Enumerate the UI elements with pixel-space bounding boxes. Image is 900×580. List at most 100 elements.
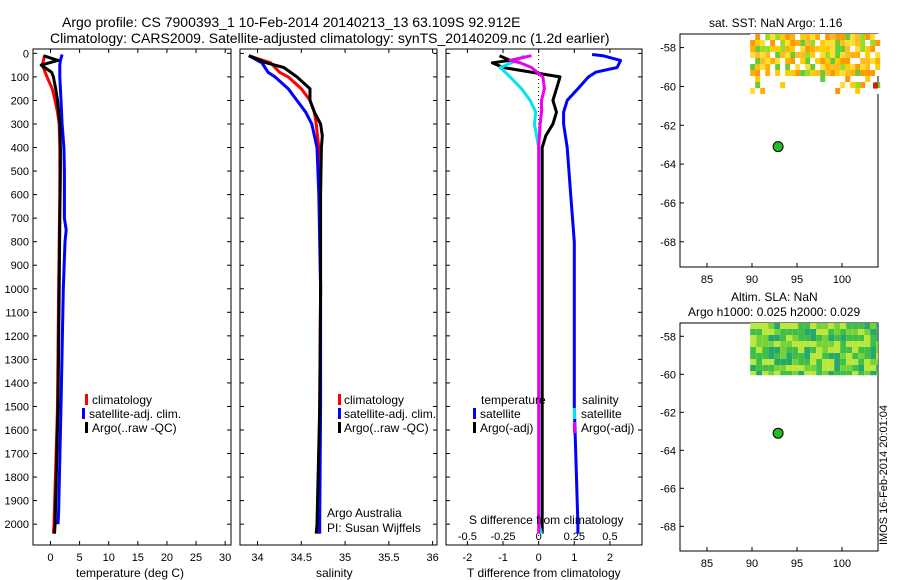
temperature-axes-frame [32,48,232,546]
y-tick-label: -58 [660,331,676,343]
sst-cell [760,52,766,58]
sla-cell [858,359,865,365]
sla-cell [852,371,859,376]
sst-cell [795,52,801,58]
sst-cell [785,64,791,70]
sst-cell [780,70,786,76]
sla-cell [846,371,853,376]
sst-cell [860,70,866,76]
sla-cell [774,365,781,371]
sla-cell [756,323,763,329]
sla-cell [792,341,799,347]
sst-cell [750,40,756,46]
sla-cell [834,371,841,376]
sla-cell [846,323,853,329]
sst-cell [785,70,791,76]
sst-field [750,34,881,94]
sst-cell [795,70,801,76]
sst-cell [800,40,806,46]
sla-cell [804,323,811,329]
sst-cell [840,34,846,40]
y-tick-label: 1200 [5,331,29,343]
sst-cell [870,58,876,64]
sla-cell [768,371,775,376]
sst-cell [805,64,811,70]
argo-line [39,54,62,534]
x-tick-label: 100 [833,274,851,286]
sla-cell [846,329,853,335]
sla-cell [822,335,829,341]
sst-cell [860,46,866,52]
x-tick-label: 34 [251,552,263,564]
sla-cell [798,335,805,341]
sla-cell [750,359,757,365]
sla-cell [840,365,847,371]
sst-cell [780,52,786,58]
x-tick-label: 35.5 [378,552,399,564]
sst-cell [855,82,861,88]
satellite-clim-line [56,54,68,525]
sst-cell [875,88,881,94]
sst-cell [790,70,796,76]
legend-climatology-swatch [338,394,341,405]
sst-cell [840,58,846,64]
sla-cell [786,347,793,353]
sst-cell [770,46,776,52]
sst-cell [790,64,796,70]
legend-argo-swatch [338,422,341,433]
sla-cell [870,371,877,376]
legend-temp-satellite-label: satellite [480,407,521,421]
sla-cell [876,347,878,353]
sst-cell [790,58,796,64]
legend-satellite-swatch [338,408,341,419]
sla-cell [840,359,847,365]
sla-cell [828,371,835,376]
sst-cell [830,52,836,58]
sst-cell [855,70,861,76]
sla-cell [750,371,757,376]
sla-cell [834,347,841,353]
sla-cell [876,359,878,365]
sla-cell [810,365,817,371]
sst-cell [785,46,791,52]
sla-cell [816,371,823,376]
x2-tick-label: 0 [536,531,542,543]
sst-cell [805,34,811,40]
y-tick-label: 500 [11,166,29,178]
sst-cell [850,70,856,76]
sla-cell [780,329,787,335]
sla-cell [864,347,871,353]
sst-cell [795,46,801,52]
y-tick-label: 1700 [5,449,29,461]
temp-argo-diff-line [490,54,562,534]
y-tick-label: 100 [11,72,29,84]
sst-cell [775,58,781,64]
sla-cell [792,371,799,376]
legend-climatology-label: climatology [92,393,152,407]
sla-cell [810,371,817,376]
sst-cell [755,82,761,88]
sst-cell [815,46,821,52]
x-tick-label: 90 [746,274,758,286]
x-tick-label: 85 [701,274,713,286]
sla-map-title2: Argo h1000: 0.025 h2000: 0.029 [688,305,860,319]
sla-cell [762,341,769,347]
sst-cell [815,34,821,40]
sla-cell [816,323,823,329]
sst-cell [805,52,811,58]
y-tick-label: 1000 [5,284,29,296]
sst-cell [785,40,791,46]
sla-cell [810,353,817,359]
sst-cell [840,82,846,88]
sst-cell [840,64,846,70]
sla-cell [834,329,841,335]
sla-cell [762,335,769,341]
sst-cell [850,52,856,58]
imos-credit: IMOS 16-Feb-2014 20:01:04 [878,405,890,545]
sst-cell [770,40,776,46]
legend-satellite-swatch [82,408,85,419]
sst-cell [870,46,876,52]
legend-sal-argo-swatch [573,422,576,433]
sla-cell [756,341,763,347]
sla-cell [762,347,769,353]
